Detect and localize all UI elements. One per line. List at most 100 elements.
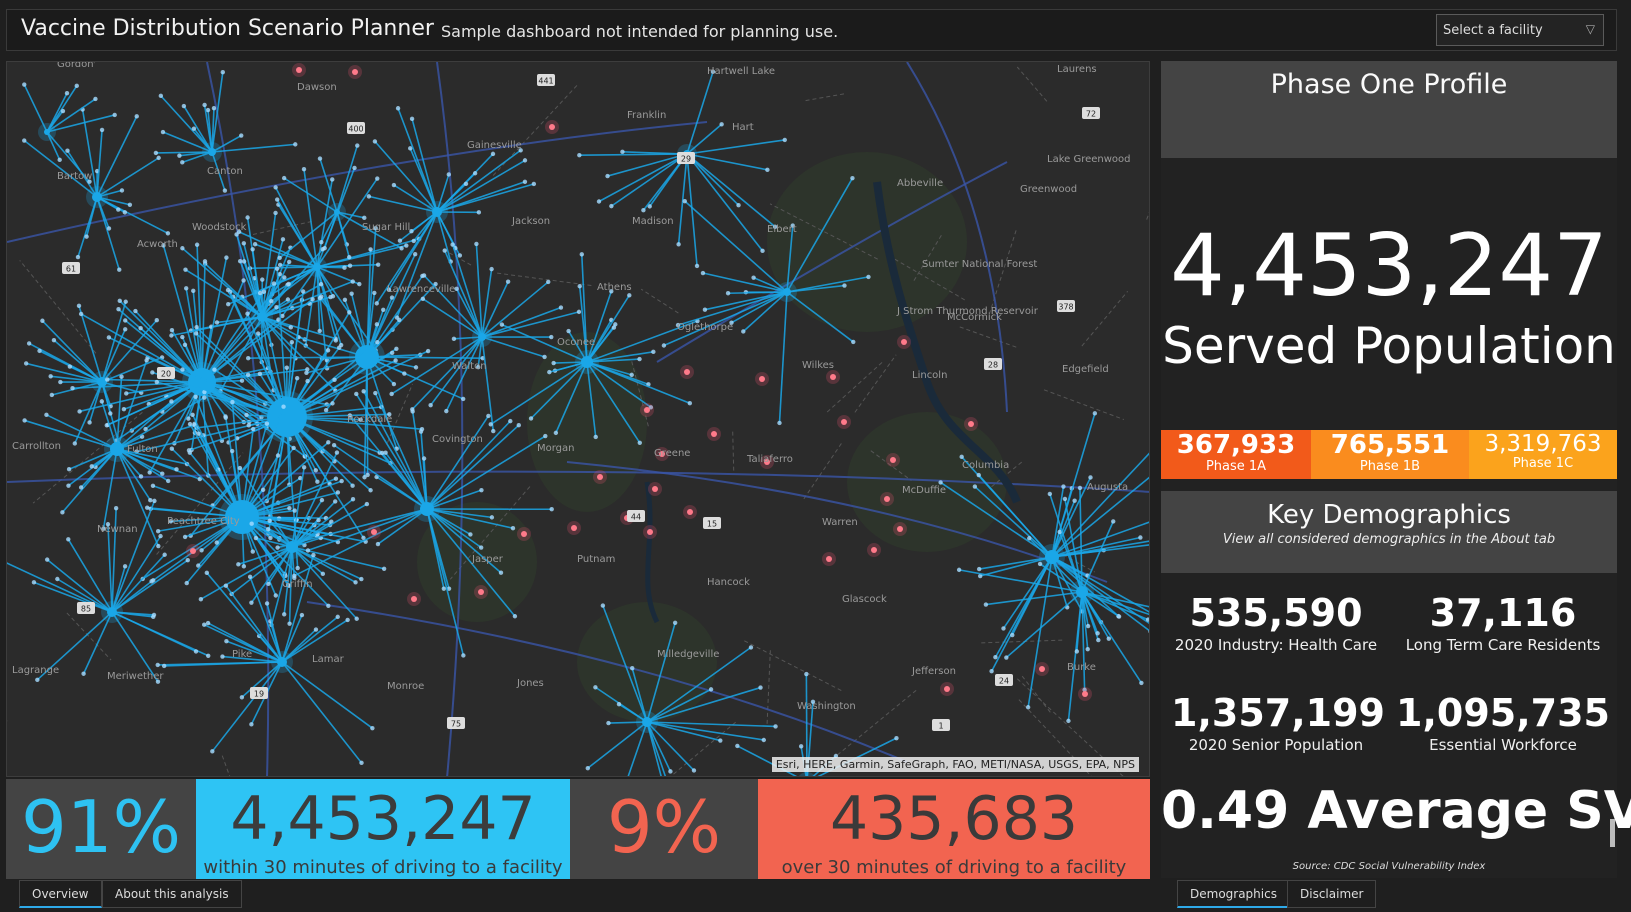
served-point: [402, 371, 407, 376]
facility-spoke: [430, 336, 483, 406]
served-point: [225, 287, 231, 293]
served-point: [66, 483, 71, 488]
served-point: [475, 364, 481, 370]
place-label: Lamar: [312, 654, 345, 665]
served-point: [397, 317, 402, 323]
served-point: [336, 345, 342, 350]
facility-spoke: [101, 319, 158, 383]
served-point: [193, 394, 198, 400]
facility-spoke: [786, 225, 794, 293]
facility-spoke: [366, 228, 377, 358]
facility-spoke: [241, 661, 283, 698]
served-point: [359, 576, 364, 582]
served-point: [651, 349, 656, 355]
facility-hub: [334, 209, 340, 215]
facility-spoke: [423, 274, 483, 338]
served-point: [543, 433, 548, 439]
facility-spoke: [281, 628, 317, 663]
place-label: Sugar Hill: [362, 222, 410, 233]
facility-spoke: [192, 290, 203, 383]
served-point: [150, 483, 156, 488]
facility-spoke: [646, 721, 721, 742]
served-point: [358, 417, 363, 422]
served-point: [255, 331, 261, 336]
served-point: [1072, 498, 1077, 503]
tab-overview[interactable]: Overview: [19, 880, 102, 908]
place-label: Columbia: [962, 460, 1009, 471]
served-point: [155, 662, 160, 668]
tab-about[interactable]: About this analysis: [102, 880, 242, 908]
place-label: Jones: [516, 678, 544, 689]
facility-spoke: [1051, 536, 1141, 558]
served-point: [183, 267, 188, 272]
map-canvas[interactable]: Gordon Dawson Hartwell Lake Laurens Bartow Ca…: [7, 62, 1150, 777]
tab-disclaimer[interactable]: Disclaimer: [1287, 880, 1377, 908]
facility-hub: [267, 397, 307, 437]
facility-spoke: [286, 291, 304, 418]
facility-halo: [799, 772, 815, 776]
facility-spoke: [259, 292, 288, 418]
unserved-point: [687, 509, 693, 515]
facility-spoke: [277, 508, 428, 549]
facility-spoke: [686, 123, 723, 155]
served-point: [498, 570, 504, 575]
served-point: [214, 320, 220, 325]
map-view[interactable]: Gordon Dawson Hartwell Lake Laurens Bartow Ca…: [6, 61, 1150, 777]
metric-value: 535,590: [1189, 591, 1363, 635]
served-point: [271, 281, 277, 286]
facility-spoke: [116, 360, 148, 450]
facility-spoke: [195, 332, 288, 418]
served-point: [162, 552, 167, 557]
served-point: [22, 418, 27, 423]
served-point: [765, 167, 770, 173]
facility-spoke: [182, 151, 213, 164]
served-point: [368, 247, 373, 252]
panel-scrollbar[interactable]: [1610, 819, 1615, 847]
facility-spoke: [281, 661, 373, 729]
served-point: [350, 483, 355, 488]
svi-source: Source: CDC Social Vulnerability Index: [1292, 861, 1486, 872]
served-point: [404, 243, 409, 248]
facility-spoke: [631, 668, 648, 723]
served-point: [349, 291, 354, 296]
served-point: [287, 621, 292, 626]
served-point: [158, 533, 163, 539]
served-point: [748, 645, 754, 650]
facility-spoke: [396, 211, 438, 318]
served-point: [326, 603, 331, 608]
served-point: [150, 370, 155, 375]
served-point: [1106, 636, 1112, 641]
facility-spoke: [436, 159, 526, 213]
tab-demographics[interactable]: Demographics: [1177, 880, 1290, 908]
place-label: Franklin: [627, 110, 666, 121]
served-point: [117, 267, 122, 272]
served-point: [725, 291, 731, 296]
facility-spoke: [677, 291, 788, 326]
served-point: [48, 374, 53, 379]
forest-area: [577, 602, 717, 722]
served-point: [850, 175, 855, 181]
served-point: [352, 165, 357, 171]
facility-spoke: [333, 444, 428, 510]
facility-spoke: [96, 196, 121, 270]
place-label: Greenwood: [1020, 184, 1077, 195]
facility-spoke: [549, 361, 588, 373]
facility-spoke: [238, 546, 293, 566]
served-point: [138, 325, 143, 331]
facility-spoke: [46, 98, 96, 133]
served-point: [194, 324, 199, 330]
facility-spoke: [663, 291, 788, 347]
facility-spoke: [274, 187, 318, 268]
facility-spoke: [286, 416, 423, 430]
served-point: [330, 177, 335, 182]
served-point: [461, 653, 466, 658]
facility-spoke: [646, 721, 672, 772]
served-point: [276, 317, 281, 322]
served-point: [365, 472, 370, 478]
unserved-percent-panel: 9%: [570, 779, 758, 879]
county-boundary: [1043, 389, 1125, 421]
facility-spoke: [646, 622, 676, 723]
unserved-point: [901, 339, 907, 345]
facility-spoke: [436, 174, 450, 213]
facility-select[interactable]: Select a facility ▽: [1436, 14, 1604, 46]
